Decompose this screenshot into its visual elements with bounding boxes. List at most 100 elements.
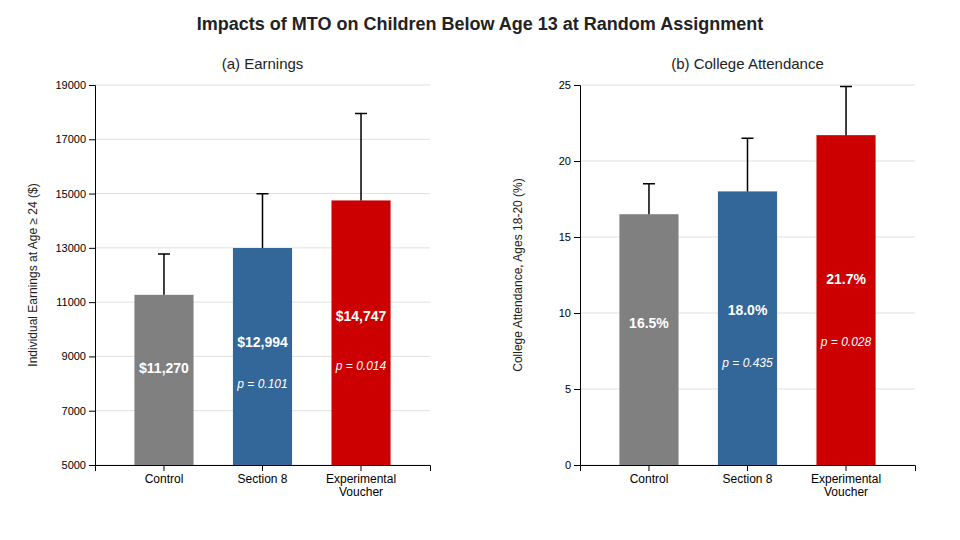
data-label: $14,747: [336, 308, 387, 324]
tick: 10: [559, 307, 580, 319]
tick-mark: [89, 248, 95, 249]
tick: 25: [559, 79, 580, 91]
tick: 19000: [55, 79, 95, 91]
x-axis: Control Section 8 ExperimentalVoucher: [96, 465, 431, 499]
tick-label: 11000: [56, 296, 86, 308]
annotation: p = 0.435: [721, 356, 773, 370]
tick-label-line: Experimental: [326, 472, 396, 486]
tick-label: 17000: [55, 133, 86, 145]
x-axis: Control Section 8 ExperimentalVoucher: [581, 465, 916, 499]
grid-line: [580, 85, 915, 86]
tick-label: Control: [145, 472, 184, 486]
y-axis: 5000 7000 9000 11000 13000 15000 17000 19000: [55, 79, 95, 471]
tick-label: Section 8: [237, 472, 287, 486]
title: Impacts of MTO on Children Below Age 13 …: [197, 14, 763, 34]
subtitle: (a) Earnings: [222, 55, 304, 72]
tick: 5000: [62, 459, 95, 471]
tick-label: 15000: [55, 188, 86, 200]
labels: 16.5% 18.0% 21.7% p = 0.435 p = 0.028: [629, 271, 871, 370]
tick-label-line: Control: [145, 472, 184, 486]
axis-line: [96, 466, 431, 472]
tick: Section 8: [722, 465, 772, 486]
tick-mark: [163, 465, 164, 471]
marks: [619, 87, 875, 465]
labels: $11,270 $12,994 $14,747 p = 0.101 p = 0.014: [139, 308, 386, 391]
tick: 9000: [62, 350, 95, 362]
tick-label: 7000: [62, 405, 86, 417]
panel: 0510152025ControlSection 8ExperimentalVo…: [511, 55, 916, 499]
tick-label: ExperimentalVoucher: [811, 472, 881, 500]
tick-mark: [574, 465, 580, 466]
grid: [95, 85, 430, 465]
tick-mark: [89, 411, 95, 412]
tick: 15000: [55, 188, 95, 200]
grid-line: [95, 139, 430, 140]
tick: 5: [565, 383, 580, 395]
error-bar: [158, 254, 170, 295]
tick-mark: [89, 356, 95, 357]
grid-line: [95, 85, 430, 86]
axis-line: [581, 466, 916, 472]
axis-title: College Attendance, Ages 18-20 (%): [511, 178, 525, 371]
tick-label-line: Experimental: [811, 472, 881, 486]
data-label: 16.5%: [629, 315, 669, 331]
tick: 7000: [62, 405, 95, 417]
tick-label: 0: [565, 459, 571, 471]
axis-line: [574, 86, 581, 466]
tick-mark: [89, 139, 95, 140]
error-bar: [643, 184, 655, 214]
tick-label: 9000: [62, 350, 86, 362]
tick-mark: [574, 389, 580, 390]
tick: ExperimentalVoucher: [811, 465, 881, 499]
tick-label: 5: [565, 383, 571, 395]
tick-label: 13000: [55, 242, 86, 254]
bar: [233, 248, 292, 465]
tick-label: 19000: [55, 79, 86, 91]
tick: 13000: [55, 242, 95, 254]
data-label: 21.7%: [826, 271, 866, 287]
tick-label: 10: [559, 307, 571, 319]
tick-label: 20: [559, 155, 571, 167]
error-bar: [840, 87, 852, 136]
tick: ExperimentalVoucher: [326, 465, 396, 499]
tick-label: Control: [630, 472, 669, 486]
bar: [718, 191, 777, 465]
tick-mark: [574, 161, 580, 162]
tick: Control: [145, 465, 184, 486]
tick: 20: [559, 155, 580, 167]
tick-mark: [846, 465, 847, 471]
marks: [134, 114, 390, 465]
bar: [134, 295, 193, 465]
tick-label-line: Section 8: [237, 472, 287, 486]
error-bar: [257, 194, 269, 248]
data-label: $12,994: [237, 334, 288, 350]
tick-mark: [89, 85, 95, 86]
tick-mark: [648, 465, 649, 471]
annotation: p = 0.101: [236, 377, 287, 391]
tick: 11000: [56, 296, 95, 308]
data-label: $11,270: [139, 360, 189, 376]
tick-label: 5000: [62, 459, 86, 471]
tick-label: Section 8: [722, 472, 772, 486]
tick-label: ExperimentalVoucher: [326, 472, 396, 500]
chart: Impacts of MTO on Children Below Age 13 …: [0, 0, 960, 540]
annotation: p = 0.028: [820, 335, 872, 349]
data-label: 18.0%: [728, 302, 768, 318]
axis-line: [89, 86, 96, 466]
grid: [580, 85, 915, 465]
annotation: p = 0.014: [335, 359, 387, 373]
tick-mark: [574, 85, 580, 86]
error-bar: [355, 114, 367, 201]
y-axis: 0510152025: [559, 79, 581, 471]
axis-title: Individual Earnings at Age ≥ 24 ($): [26, 183, 40, 366]
tick-mark: [89, 194, 95, 195]
tick-mark: [89, 302, 95, 303]
tick-label: 25: [559, 79, 571, 91]
panel: 5000 7000 9000 11000 13000 15000 17000 19000 Con…: [26, 55, 431, 499]
tick-mark: [262, 465, 263, 471]
tick: Control: [630, 465, 669, 486]
subtitle: (b) College Attendance: [671, 55, 824, 72]
error-bar: [742, 138, 754, 191]
tick-label-line: Voucher: [824, 485, 868, 499]
tick-mark: [361, 465, 362, 471]
